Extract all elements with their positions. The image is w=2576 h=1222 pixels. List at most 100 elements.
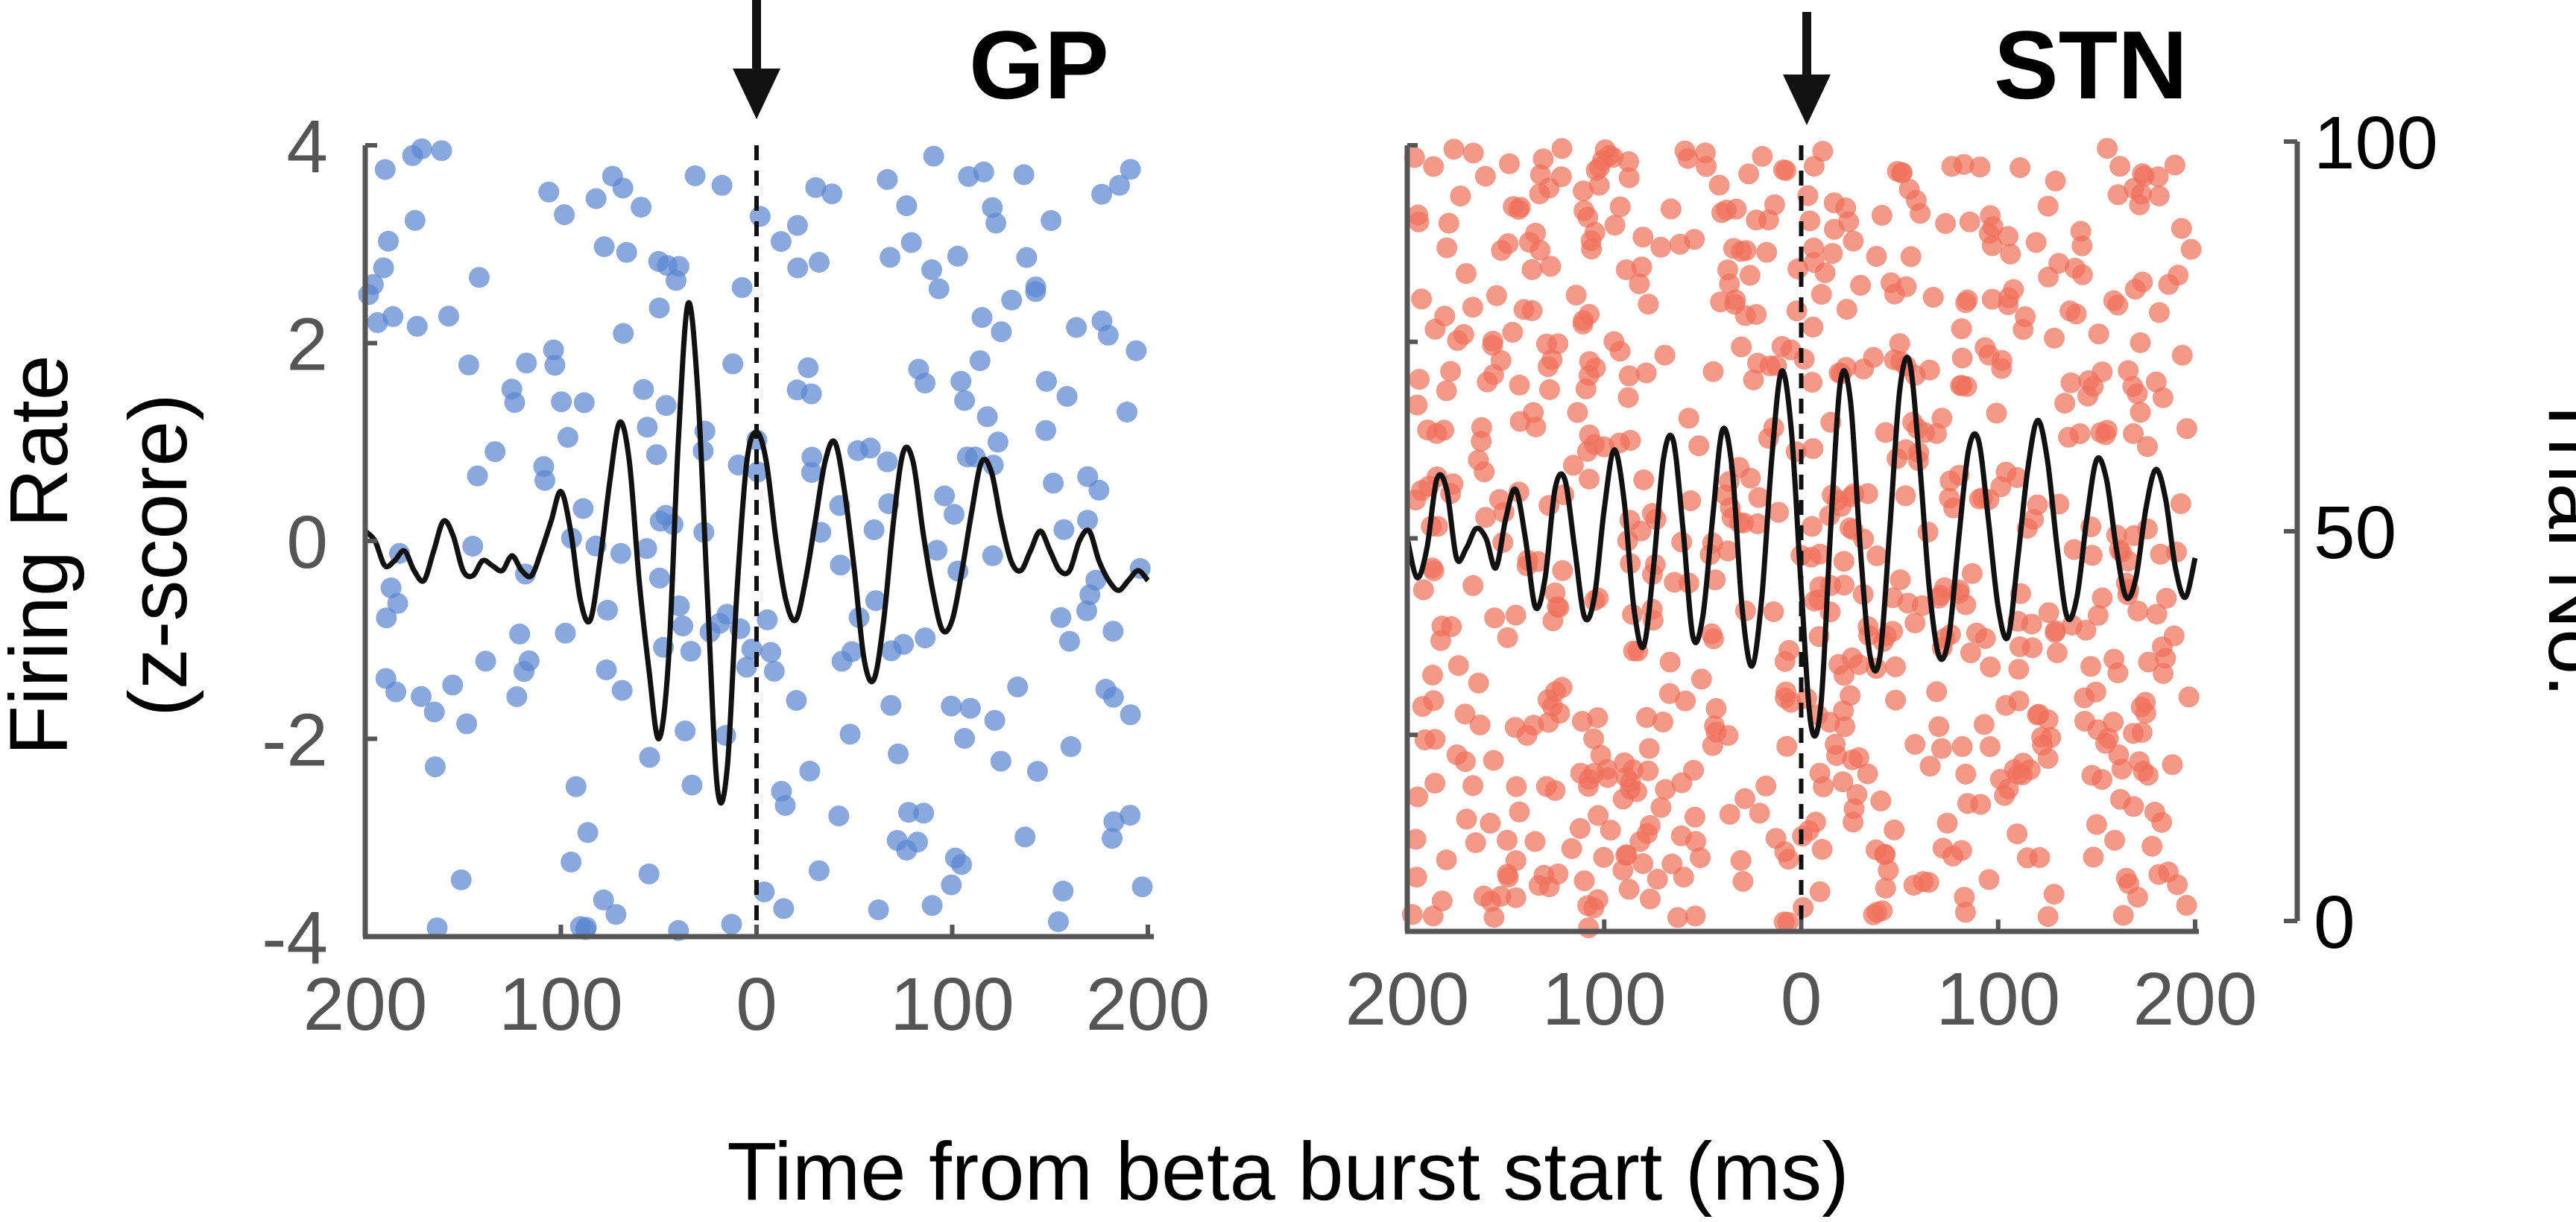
raster-dot (1739, 265, 1761, 286)
raster-dot (1521, 259, 1543, 280)
raster-dot (509, 623, 531, 645)
raster-dot (1954, 887, 1975, 908)
raster-dot (648, 250, 669, 272)
raster-dot (926, 539, 947, 561)
raster-dot (2164, 154, 2185, 176)
raster-dot (1041, 210, 1062, 231)
raster-dot (1638, 294, 1659, 315)
raster-dot (2156, 587, 2177, 609)
raster-dot (1524, 831, 1546, 852)
raster-dot (1875, 878, 1896, 899)
raster-dot (1483, 907, 1505, 928)
raster-dot (1875, 422, 1896, 443)
raster-dot (1407, 394, 1428, 416)
raster-dot (684, 165, 706, 186)
raster-dot (2037, 195, 2059, 217)
raster-dot (934, 485, 956, 507)
raster-dot (577, 822, 599, 843)
raster-dot (1001, 289, 1023, 311)
raster-dot (1951, 318, 1972, 340)
raster-dot (2043, 884, 2065, 905)
stn-x-ticks: 200 100 0 100 200 (1345, 919, 2257, 1041)
raster-dot (1482, 335, 1503, 356)
raster-dot (757, 609, 778, 630)
raster-dot (973, 161, 994, 183)
raster-dot (1569, 817, 1591, 839)
raster-dot (1417, 420, 1439, 441)
raster-dot (1969, 156, 1991, 178)
raster-dot (1454, 703, 1476, 725)
raster-dot (462, 536, 484, 557)
raster-dot (1505, 887, 1527, 908)
stn-psth-line (1404, 355, 2198, 739)
raster-dot (1650, 797, 1672, 818)
raster-dot (1088, 479, 1110, 501)
raster-dot (1793, 349, 1815, 370)
raster-dot (2081, 545, 2103, 566)
raster-dot (639, 747, 660, 768)
raster-dot (1800, 546, 1822, 568)
raster-dot (475, 650, 496, 672)
raster-dot (1108, 174, 1130, 196)
raster-dot (1535, 333, 1557, 355)
raster-dot (2083, 376, 2104, 397)
raster-dot (1802, 438, 1824, 460)
raster-dot (1600, 820, 1621, 841)
raster-dot (1721, 507, 1743, 529)
raster-dot (1701, 623, 1723, 645)
raster-dot (374, 159, 396, 180)
x-tick-label: 0 (736, 963, 777, 1046)
raster-dot (672, 615, 694, 637)
raster-dot (731, 276, 753, 298)
raster-dot (1047, 911, 1069, 932)
raster-dot (2129, 194, 2150, 215)
x-tick-label: 200 (303, 963, 428, 1046)
raster-dot (801, 462, 822, 483)
raster-dot (561, 851, 582, 873)
raster-dot (649, 510, 671, 532)
raster-dot (880, 694, 902, 716)
raster-dot (1469, 714, 1491, 735)
raster-dot (426, 917, 448, 939)
raster-dot (1931, 738, 1952, 759)
raster-dot (1584, 221, 1606, 243)
x-tick-label: 0 (1781, 957, 1822, 1041)
raster-dot (1833, 700, 1854, 721)
x-tick-label: 100 (890, 963, 1014, 1046)
raster-dot (506, 686, 528, 707)
raster-dot (1102, 621, 1124, 642)
raster-dot (458, 354, 479, 376)
raster-dot (954, 390, 976, 411)
raster-dot (1959, 211, 1980, 232)
raster-dot (1870, 790, 1892, 811)
raster-dot (1509, 374, 1530, 396)
raster-dot (2178, 686, 2200, 708)
raster-dot (1871, 205, 1892, 226)
raster-dot (1422, 905, 1444, 927)
raster-dot (1802, 516, 1822, 537)
raster-dot (1609, 196, 1631, 218)
raster-dot (1025, 281, 1046, 303)
raster-dot (1454, 751, 1476, 773)
raster-dot (2086, 814, 2107, 835)
raster-dot (1632, 853, 1654, 874)
raster-dot (1539, 379, 1560, 400)
raster-dot (950, 370, 972, 392)
raster-dot (1480, 812, 1501, 834)
raster-dot (1803, 156, 1825, 177)
raster-dot (2092, 587, 2113, 609)
raster-dot (2127, 887, 2148, 908)
raster-dot (709, 612, 730, 634)
stn-ylabel-right: Trial No. (2531, 390, 2576, 697)
raster-dot (839, 724, 861, 745)
raster-dot (893, 633, 915, 655)
raster-dot (2111, 759, 2133, 780)
raster-dot (376, 607, 397, 629)
raster-dot (1866, 545, 1888, 566)
raster-dot (593, 236, 615, 258)
stn-trial-ticks: 0 50 100 (2284, 101, 2438, 964)
raster-dot (1802, 317, 1824, 338)
raster-dot (1537, 356, 1559, 378)
raster-dot (1059, 630, 1080, 652)
raster-dot (1719, 803, 1740, 825)
